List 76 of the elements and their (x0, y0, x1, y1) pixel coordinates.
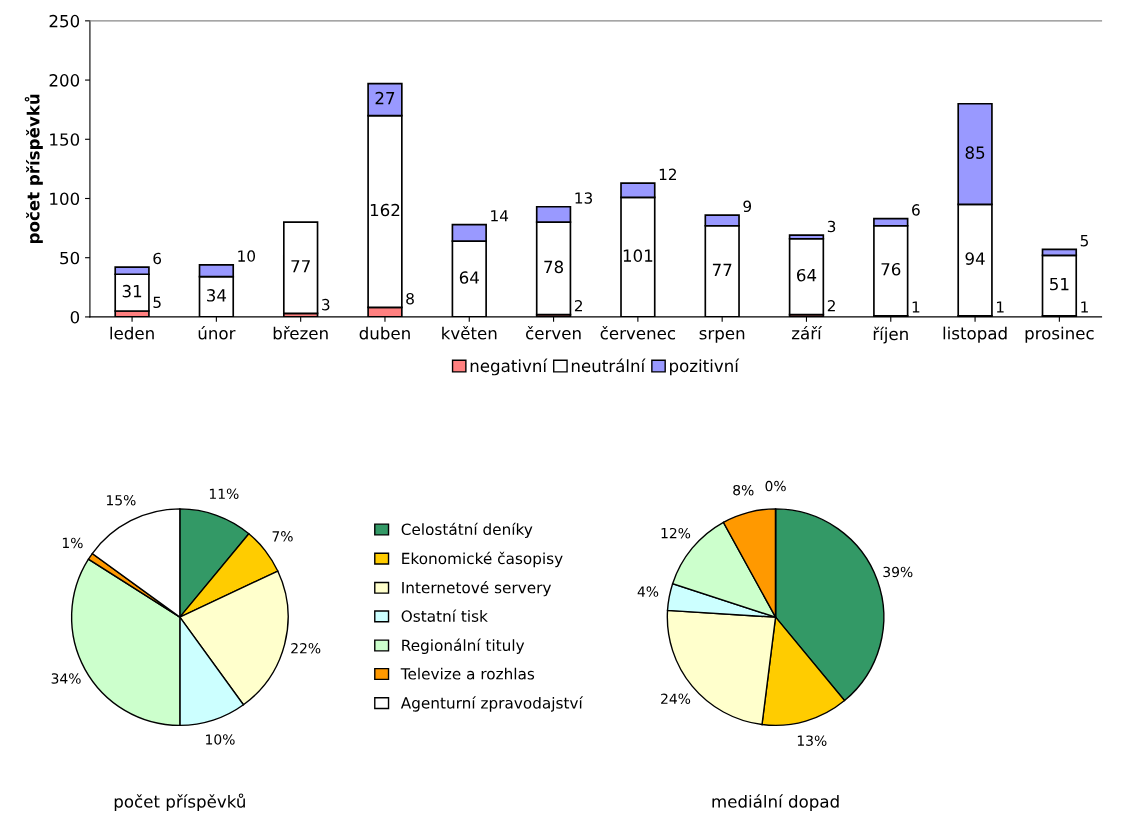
x-tick-label: srpen (699, 329, 745, 343)
data-label: 9 (743, 200, 752, 213)
data-label: 64 (797, 268, 817, 282)
x-tick-label: březen (273, 325, 328, 340)
data-label: 2 (574, 300, 582, 312)
text: 0% (765, 480, 786, 492)
x-tick-label: říjen (873, 326, 908, 344)
data-label: 6 (153, 252, 162, 265)
data-label: 10% (206, 734, 235, 745)
data-label: 3 (827, 220, 836, 233)
legend-label: Ostatní tisk (401, 609, 488, 622)
x-tick-label: prosinec (1025, 326, 1094, 343)
text: počet příspěvků (114, 793, 245, 812)
data-label: 12 (659, 168, 677, 180)
data-label: 1 (912, 301, 920, 313)
y-tick-label: 100 (50, 192, 80, 206)
data-label: 1 (996, 301, 1004, 313)
data-label: 22% (291, 642, 321, 654)
y-tick-label: 200 (49, 74, 80, 87)
data-label: 1% (62, 537, 83, 549)
data-label: 11% (209, 488, 239, 499)
data-label: 64 (459, 271, 479, 284)
data-label: 94 (965, 252, 985, 265)
legend-label: neutrální (571, 358, 646, 373)
y-tick-label: 0 (70, 310, 80, 324)
legend-label: pozitivní (670, 358, 740, 376)
y-tick-label: 250 (49, 14, 80, 28)
data-label: 77 (291, 260, 310, 273)
x-tick-label: leden (110, 326, 154, 340)
x-tick-label: červen (526, 325, 581, 340)
data-label: 13% (797, 735, 827, 746)
legend-label: negativní (470, 358, 548, 376)
data-label: 5 (1080, 235, 1088, 247)
x-tick-label: červenec (600, 325, 676, 340)
data-label: 4% (637, 586, 659, 597)
data-label: 12% (661, 527, 691, 539)
data-label: 78 (544, 260, 564, 274)
data-label: 6 (912, 204, 920, 216)
data-label: 39% (883, 566, 913, 578)
legend-label: Celostátní deníky (401, 522, 533, 539)
x-tick-label: listopad (943, 326, 1007, 343)
data-label: 3 (322, 298, 330, 311)
data-label: 14 (491, 210, 509, 222)
data-label: 13 (575, 192, 593, 204)
data-label: 162 (370, 203, 400, 217)
legend-label: Internetové servery (402, 580, 552, 597)
data-label: 34 (207, 289, 227, 302)
data-label: 5 (153, 296, 161, 309)
y-tick-label: 50 (60, 251, 80, 265)
y-axis-title: počet příspěvků (24, 94, 43, 244)
x-tick-label: duben (359, 326, 410, 340)
legend-label: Regionální tituly (402, 638, 525, 655)
data-label: 10 (238, 250, 256, 262)
data-label: 77 (712, 263, 732, 276)
y-tick-label: 150 (50, 133, 80, 146)
data-label: 24% (661, 693, 691, 704)
x-tick-label: únor (198, 325, 236, 340)
data-label: 15% (106, 494, 136, 506)
data-label: 8% (733, 484, 754, 496)
x-tick-label: září (791, 325, 823, 340)
data-label: 51 (1050, 277, 1069, 291)
data-label: 8 (406, 292, 414, 305)
text: mediální dopad (712, 794, 839, 812)
data-label: 2 (827, 300, 835, 312)
data-label: 27 (375, 91, 395, 105)
data-label: 76 (881, 262, 901, 276)
data-label: 85 (965, 146, 985, 159)
data-label: 7% (272, 531, 293, 542)
data-label: 1 (1081, 301, 1088, 313)
x-tick-label: květen (442, 325, 497, 340)
data-label: 31 (122, 284, 142, 298)
data-label: 101 (623, 249, 653, 262)
legend-label: Agenturní zpravodajství (400, 696, 584, 712)
data-label: 34% (51, 673, 81, 684)
legend-label: Televize a rozhlas (400, 667, 535, 680)
legend-label: Ekonomické časopisy (402, 551, 563, 568)
